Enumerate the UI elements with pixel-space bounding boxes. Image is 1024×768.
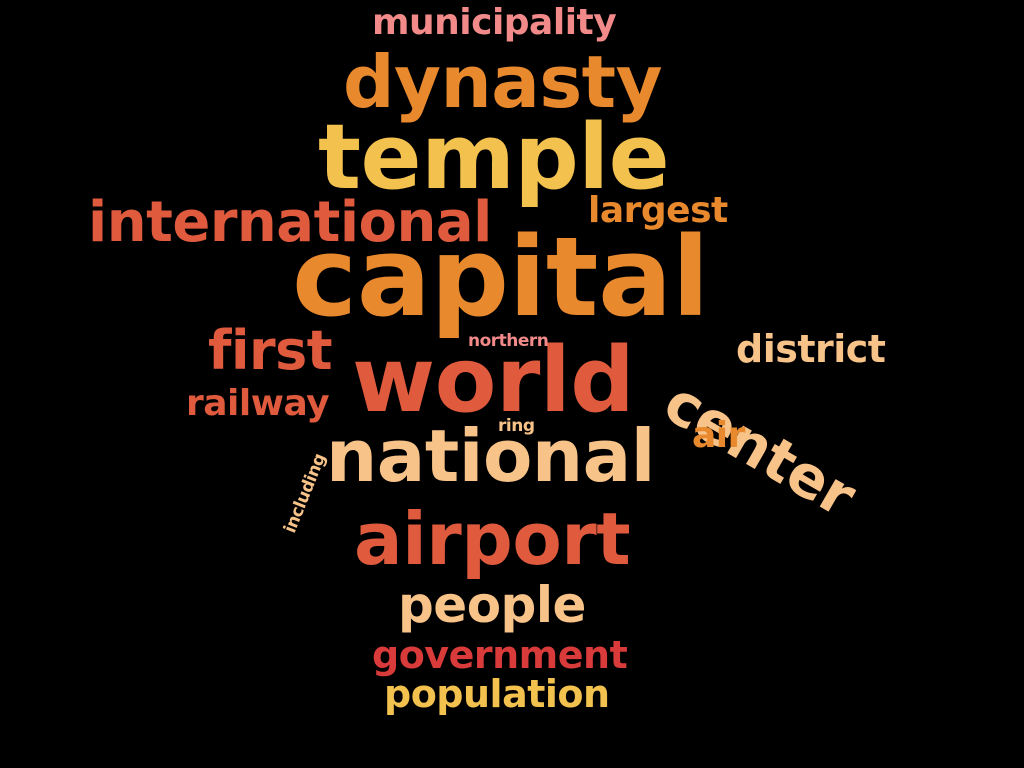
word-airport: airport — [354, 497, 631, 581]
word-world: world — [352, 328, 635, 433]
word-national: national — [326, 414, 655, 498]
word-district: district — [736, 327, 886, 371]
word-dynasty: dynasty — [343, 40, 663, 124]
word-air: air — [692, 415, 745, 456]
word-railway: railway — [186, 383, 330, 424]
word-ring: ring — [498, 416, 535, 436]
word-first: first — [208, 319, 333, 382]
word-international: international — [88, 190, 492, 255]
word-people: people — [398, 576, 586, 634]
word-temple: temple — [318, 105, 670, 210]
word-largest: largest — [588, 190, 728, 231]
word-center: center — [653, 367, 867, 531]
word-capital: capital — [292, 213, 709, 341]
word-including: including — [280, 450, 331, 537]
word-municipality: municipality — [372, 2, 617, 43]
word-northern: northern — [468, 331, 549, 351]
word-population: population — [384, 672, 610, 716]
word-government: government — [372, 633, 628, 677]
